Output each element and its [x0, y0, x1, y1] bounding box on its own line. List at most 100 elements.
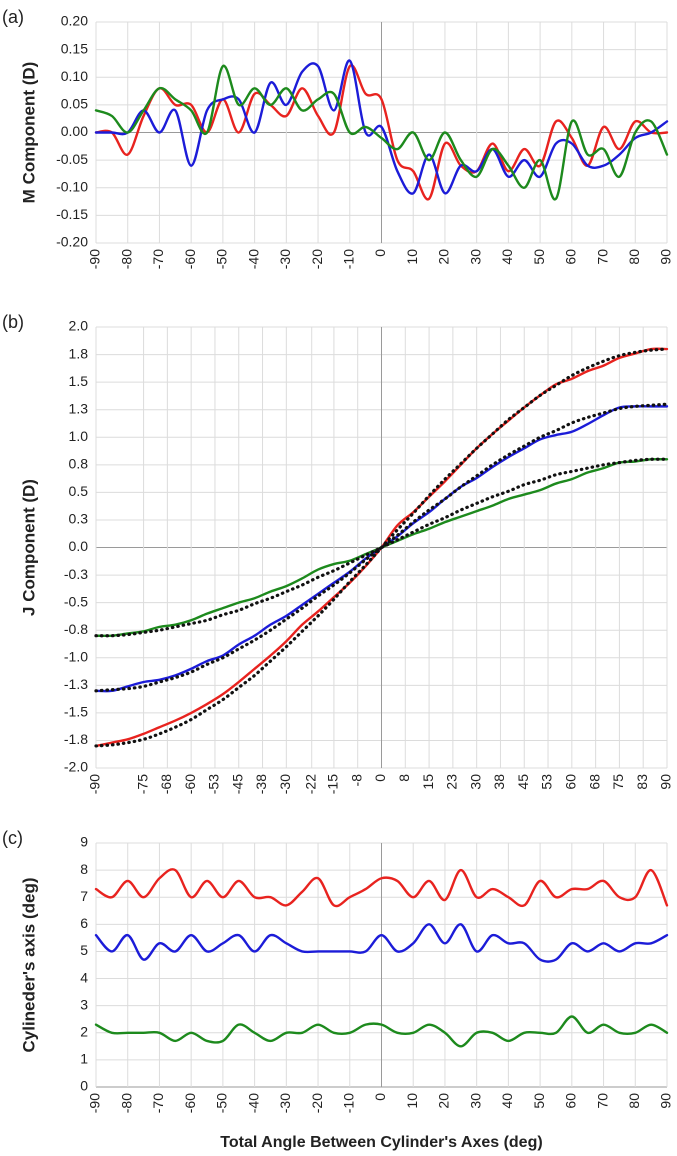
x-tick-label: 90 — [658, 774, 674, 790]
y-tick-label: -1.3 — [64, 676, 88, 692]
x-tick-label: 53 — [539, 774, 555, 790]
y-axis-title: Cylineder's axis (deg) — [19, 877, 38, 1052]
x-tick-label: 90 — [658, 1093, 674, 1109]
x-tick-label: -20 — [309, 249, 325, 269]
x-tick-label: -40 — [245, 1093, 261, 1113]
x-tick-label: 83 — [634, 774, 650, 790]
x-tick-label: -20 — [309, 1093, 325, 1113]
x-tick-label: 0 — [372, 774, 388, 782]
x-tick-label: 23 — [444, 774, 460, 790]
x-tick-label: -15 — [325, 774, 341, 794]
x-tick-label: -8 — [348, 774, 364, 787]
data-line — [94, 59, 669, 195]
x-tick-label: 45 — [515, 774, 531, 790]
x-tick-label: 15 — [420, 774, 436, 790]
x-tick-label: 60 — [563, 1093, 579, 1109]
x-tick-label: 75 — [610, 774, 626, 790]
x-tick-label: -60 — [182, 1093, 198, 1113]
data-line — [94, 64, 669, 201]
x-tick-label: 50 — [531, 1093, 547, 1109]
y-tick-label: 3 — [80, 996, 88, 1012]
y-tick-label: 5 — [80, 942, 88, 958]
x-tick-label: -53 — [206, 774, 222, 794]
y-axis-title: J Component (D) — [19, 479, 38, 616]
data-line — [94, 1015, 669, 1048]
y-tick-label: 0.5 — [69, 483, 89, 499]
x-tick-label: 40 — [499, 1093, 515, 1109]
x-tick-label: -80 — [118, 249, 134, 269]
x-tick-label: -68 — [158, 774, 174, 794]
y-tick-label: 0.3 — [69, 511, 89, 527]
x-tick-label: -50 — [214, 249, 230, 269]
data-line — [94, 923, 669, 963]
x-tick-label: 20 — [436, 1093, 452, 1109]
x-tick-label: 60 — [563, 774, 579, 790]
y-tick-label: -0.20 — [56, 234, 88, 250]
y-tick-label: -0.5 — [64, 593, 88, 609]
x-tick-label: 90 — [658, 249, 674, 265]
x-tick-label: 80 — [626, 1093, 642, 1109]
x-tick-label: 30 — [467, 249, 483, 265]
x-tick-label: -60 — [182, 249, 198, 269]
x-tick-label: 0 — [372, 1093, 388, 1101]
y-axis-title: M Component (D) — [19, 62, 38, 204]
y-tick-label: 8 — [80, 861, 88, 877]
x-tick-label: 50 — [531, 249, 547, 265]
y-tick-label: 1.3 — [69, 400, 89, 416]
x-tick-label: 68 — [586, 774, 602, 790]
y-tick-label: 0.0 — [69, 538, 89, 554]
x-tick-label: 38 — [491, 774, 507, 790]
y-tick-label: 6 — [80, 915, 88, 931]
x-tick-label: -30 — [277, 249, 293, 269]
panel-label: (c) — [2, 828, 23, 848]
y-tick-label: 0.05 — [61, 96, 88, 112]
y-tick-label: -1.8 — [64, 731, 88, 747]
x-tick-label: -60 — [182, 774, 198, 794]
y-tick-label: 1.0 — [69, 428, 89, 444]
y-tick-label: 0.00 — [61, 123, 88, 139]
y-tick-label: -1.5 — [64, 704, 88, 720]
y-tick-label: 1.5 — [69, 373, 89, 389]
y-tick-label: 2.0 — [69, 318, 89, 334]
y-tick-label: 0.8 — [69, 456, 89, 472]
x-tick-label: 70 — [594, 249, 610, 265]
x-tick-label: -45 — [229, 774, 245, 794]
y-tick-label: 2 — [80, 1023, 88, 1039]
y-tick-label: 0 — [80, 1078, 88, 1094]
y-tick-label: 4 — [80, 969, 88, 985]
x-axis-title: Total Angle Between Cylinder's Axes (deg… — [220, 1134, 542, 1151]
y-tick-label: 7 — [80, 888, 88, 904]
x-tick-label: -70 — [150, 1093, 166, 1113]
y-tick-label: -0.05 — [56, 151, 88, 167]
x-tick-label: 10 — [404, 1093, 420, 1109]
x-tick-label: 40 — [499, 249, 515, 265]
x-tick-label: -90 — [87, 774, 103, 794]
y-tick-label: -0.15 — [56, 206, 88, 222]
x-tick-label: 70 — [594, 1093, 610, 1109]
y-tick-label: 1 — [80, 1051, 88, 1067]
y-tick-label: -0.10 — [56, 178, 88, 194]
x-tick-label: -90 — [87, 249, 103, 269]
x-tick-label: -40 — [245, 249, 261, 269]
y-tick-label: 0.20 — [61, 13, 88, 29]
data-line — [94, 64, 669, 201]
x-tick-label: 20 — [436, 249, 452, 265]
x-tick-label: -10 — [340, 1093, 356, 1113]
y-tick-label: 0.15 — [61, 40, 88, 56]
data-line — [94, 868, 669, 908]
x-tick-label: 30 — [467, 774, 483, 790]
x-tick-label: -30 — [277, 774, 293, 794]
x-tick-label: -70 — [150, 249, 166, 269]
y-tick-label: -2.0 — [64, 759, 88, 775]
y-tick-label: -0.3 — [64, 566, 88, 582]
y-tick-label: 0.10 — [61, 68, 88, 84]
x-tick-label: 8 — [396, 774, 412, 782]
x-tick-label: 0 — [372, 249, 388, 257]
x-tick-label: -30 — [277, 1093, 293, 1113]
x-tick-label: 10 — [404, 249, 420, 265]
y-tick-label: -0.8 — [64, 621, 88, 637]
x-tick-label: -22 — [302, 774, 318, 794]
y-tick-label: -1.0 — [64, 648, 88, 664]
x-tick-label: -80 — [118, 1093, 134, 1113]
panel-label: (a) — [2, 7, 24, 27]
